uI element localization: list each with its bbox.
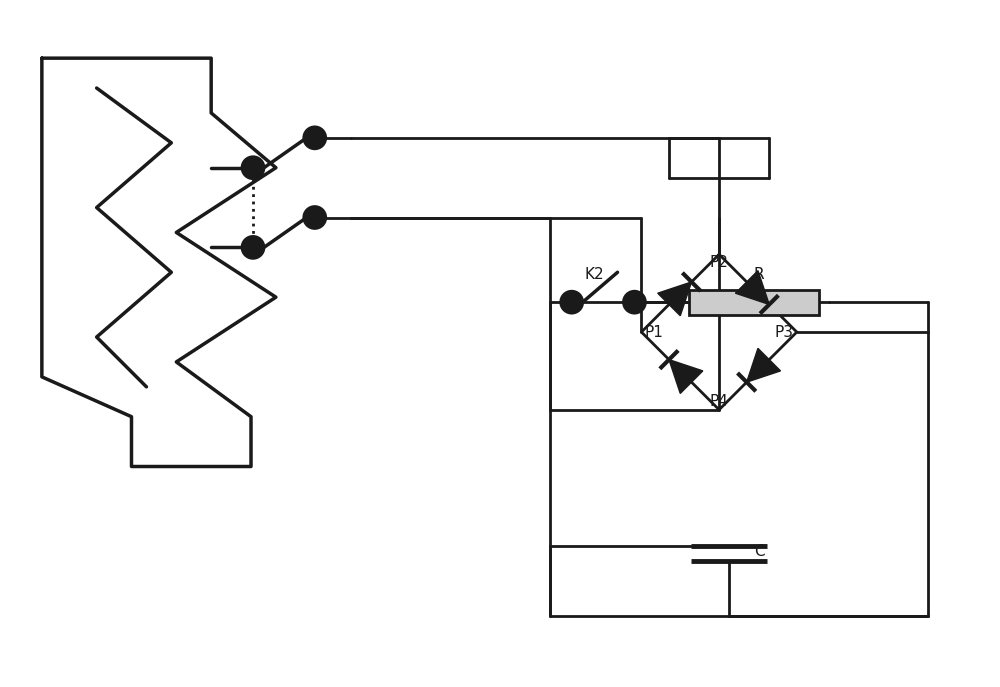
Text: C: C [754, 543, 765, 559]
Text: P4: P4 [710, 394, 729, 409]
Circle shape [242, 236, 264, 258]
Polygon shape [735, 271, 769, 304]
Circle shape [242, 157, 264, 179]
Text: P3: P3 [774, 324, 793, 339]
Circle shape [623, 291, 645, 313]
Text: R: R [754, 267, 764, 282]
Circle shape [304, 127, 326, 149]
Text: K2: K2 [585, 267, 604, 282]
Circle shape [561, 291, 583, 313]
Text: K1: K1 [306, 128, 325, 143]
Polygon shape [747, 348, 780, 382]
Text: P1: P1 [645, 324, 664, 339]
Polygon shape [669, 359, 703, 394]
FancyBboxPatch shape [689, 290, 819, 315]
Text: P2: P2 [710, 255, 729, 270]
Polygon shape [658, 282, 692, 316]
Circle shape [304, 207, 326, 229]
